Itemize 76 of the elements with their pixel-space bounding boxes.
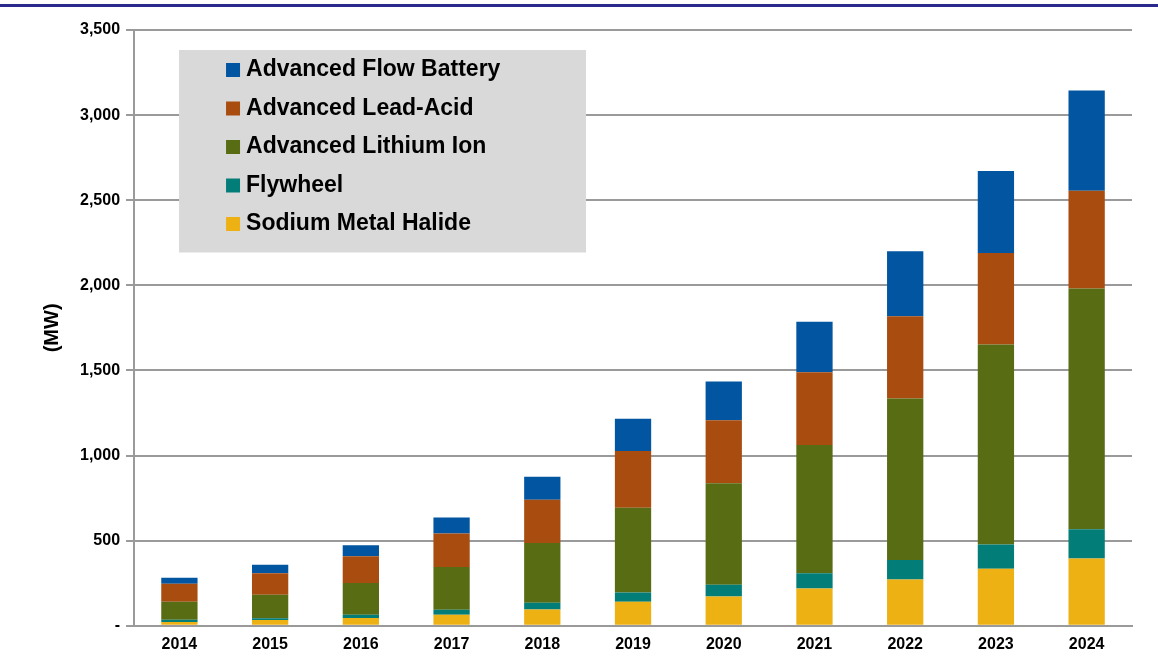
legend-label: Advanced Flow Battery bbox=[246, 55, 501, 82]
x-tick-label: 2018 bbox=[524, 634, 561, 652]
bar bbox=[251, 564, 289, 574]
bar bbox=[524, 543, 561, 603]
bar bbox=[433, 533, 470, 568]
y-tick-label: - bbox=[114, 616, 121, 634]
legend-label: Advanced Lithium Ion bbox=[246, 132, 487, 159]
y-tick-label: 3,000 bbox=[79, 105, 121, 123]
bar bbox=[705, 596, 742, 625]
bar bbox=[342, 545, 379, 557]
bar bbox=[433, 609, 470, 615]
bar bbox=[614, 418, 652, 451]
bar bbox=[796, 321, 833, 373]
bar bbox=[161, 583, 198, 602]
bar bbox=[433, 517, 470, 534]
bar bbox=[342, 614, 379, 618]
bar bbox=[251, 620, 289, 625]
bar bbox=[977, 544, 1015, 569]
bar bbox=[1068, 90, 1105, 191]
bar bbox=[342, 617, 379, 625]
bar bbox=[796, 588, 833, 625]
bar bbox=[796, 573, 833, 589]
bar bbox=[705, 381, 742, 421]
y-axis-title: (MW) bbox=[39, 303, 62, 353]
bar bbox=[524, 609, 561, 625]
bar bbox=[977, 253, 1015, 345]
bar bbox=[796, 445, 833, 574]
bar bbox=[887, 316, 924, 399]
bar bbox=[161, 577, 198, 584]
legend-label: Flywheel bbox=[246, 170, 344, 197]
bar bbox=[977, 171, 1015, 253]
y-tick-label: 2,000 bbox=[79, 275, 121, 293]
bar bbox=[1068, 288, 1105, 530]
bar bbox=[1068, 190, 1105, 289]
bar bbox=[977, 568, 1015, 625]
x-tick-label: 2024 bbox=[1068, 634, 1105, 652]
bar bbox=[887, 560, 924, 580]
x-tick-label: 2015 bbox=[252, 634, 289, 652]
y-tick-label: 1,500 bbox=[79, 360, 121, 378]
x-tick-label: 2019 bbox=[615, 634, 651, 652]
x-tick-label: 2017 bbox=[433, 634, 470, 652]
bar bbox=[251, 573, 289, 595]
legend-label: Advanced Lead-Acid bbox=[246, 93, 474, 120]
bar bbox=[342, 556, 379, 584]
bar bbox=[614, 507, 652, 593]
bar bbox=[433, 567, 470, 610]
bar bbox=[705, 584, 742, 597]
x-tick-label: 2021 bbox=[796, 634, 833, 652]
x-tick-label: 2016 bbox=[343, 634, 379, 652]
bar bbox=[614, 450, 652, 508]
bar bbox=[1068, 558, 1105, 625]
legend-label: Sodium Metal Halide bbox=[246, 209, 471, 236]
bar bbox=[614, 601, 652, 625]
bar bbox=[1068, 529, 1105, 559]
bar bbox=[887, 398, 924, 561]
bar bbox=[524, 499, 561, 544]
x-tick-label: 2022 bbox=[887, 634, 924, 652]
bar bbox=[705, 420, 742, 484]
x-tick-label: 2014 bbox=[161, 634, 198, 652]
x-tick-label: 2023 bbox=[978, 634, 1014, 652]
bar bbox=[887, 579, 924, 625]
y-tick-label: 3,500 bbox=[79, 20, 121, 38]
y-tick-label: 1,000 bbox=[79, 445, 121, 463]
y-tick-label: 500 bbox=[93, 531, 121, 549]
x-tick-label: 2020 bbox=[705, 634, 742, 652]
bar bbox=[342, 583, 379, 615]
bar bbox=[614, 592, 652, 602]
bar bbox=[433, 614, 470, 625]
bar bbox=[887, 251, 924, 317]
bar bbox=[977, 344, 1015, 545]
bar bbox=[705, 483, 742, 585]
bar bbox=[796, 372, 833, 446]
y-tick-label: 2,500 bbox=[79, 190, 121, 208]
bar bbox=[161, 601, 198, 620]
bar bbox=[251, 594, 289, 619]
bar bbox=[524, 476, 561, 500]
